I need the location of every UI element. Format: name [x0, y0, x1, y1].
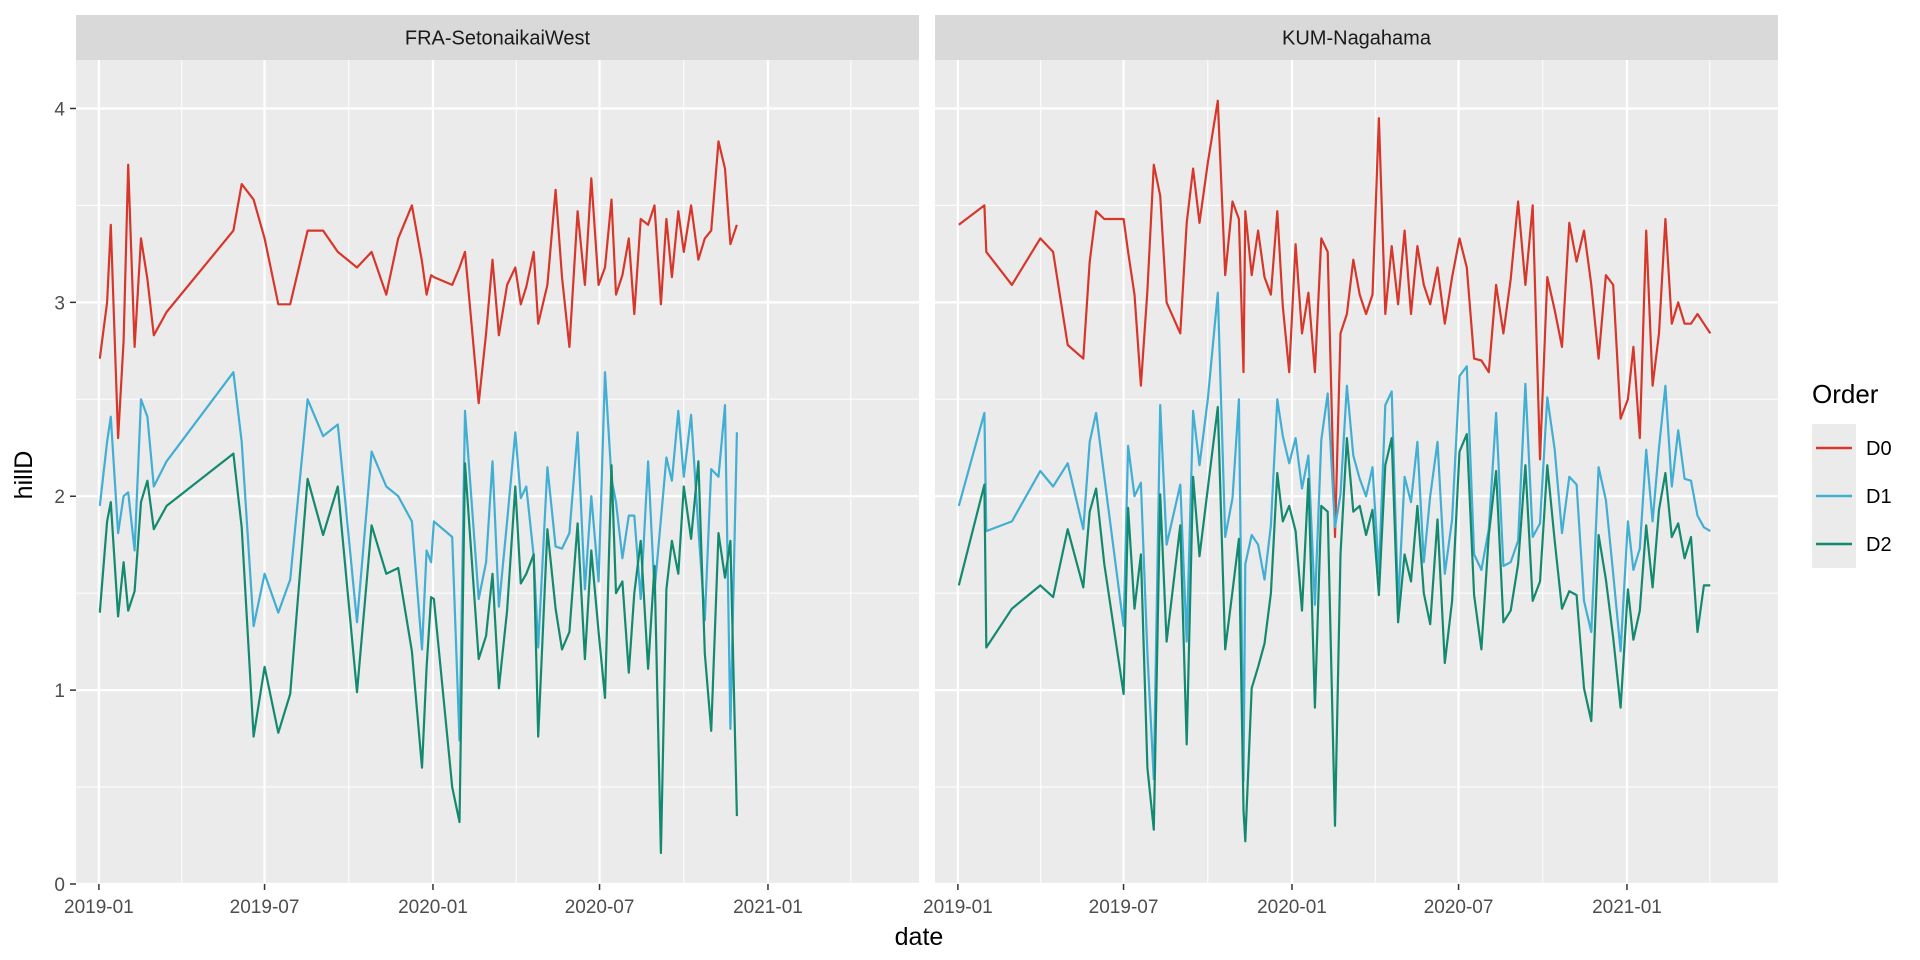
series-line-d1 — [98, 371, 738, 742]
facet-title: KUM-Nagahama — [1282, 28, 1432, 50]
x-tick-label: 2021-01 — [1592, 897, 1662, 918]
legend-label: D0 — [1866, 438, 1892, 460]
y-tick-label: 0 — [54, 875, 65, 896]
x-tick-label: 2019-01 — [64, 897, 134, 918]
panel-0: FRA-SetonaikaiWest 2019-01 2019-07 2020-01 2… — [54, 15, 919, 918]
x-tick-label: 2019-07 — [1089, 897, 1159, 918]
series-line-d2 — [98, 452, 738, 855]
series-line-d0 — [98, 140, 738, 440]
series-line-d1 — [957, 291, 1711, 783]
legend-label: D2 — [1866, 534, 1892, 556]
legend-title: Order — [1812, 379, 1879, 409]
x-tick-label: 2021-01 — [733, 897, 803, 918]
facet-strip — [935, 15, 1778, 60]
legend: Order D0 D1 D2 — [1812, 379, 1892, 568]
x-tick-label: 2019-01 — [923, 897, 993, 918]
x-tick-label: 2020-07 — [565, 897, 635, 918]
y-tick-label: 2 — [54, 487, 65, 508]
x-tick-label: 2020-07 — [1424, 897, 1494, 918]
y-tick-label: 4 — [54, 99, 65, 120]
x-tick-label: 2020-01 — [1257, 897, 1327, 918]
panel-background — [76, 60, 919, 884]
panel-background — [935, 60, 1778, 884]
series-line-d2 — [957, 405, 1711, 843]
panel-1: KUM-Nagahama 2019-01 2019-07 2020-01 2020-07… — [923, 15, 1778, 918]
series-line-d0 — [958, 99, 1712, 539]
y-tick-label: 3 — [54, 293, 65, 314]
x-tick-label: 2020-01 — [398, 897, 468, 918]
x-tick-label: 2019-07 — [230, 897, 300, 918]
legend-label: D1 — [1866, 486, 1892, 508]
y-tick-label: 1 — [54, 681, 65, 702]
x-axis-title: date — [895, 923, 944, 951]
facet-title: FRA-SetonaikaiWest — [405, 28, 591, 50]
facet-strip — [76, 15, 919, 60]
y-axis-title: hillD — [10, 451, 38, 500]
